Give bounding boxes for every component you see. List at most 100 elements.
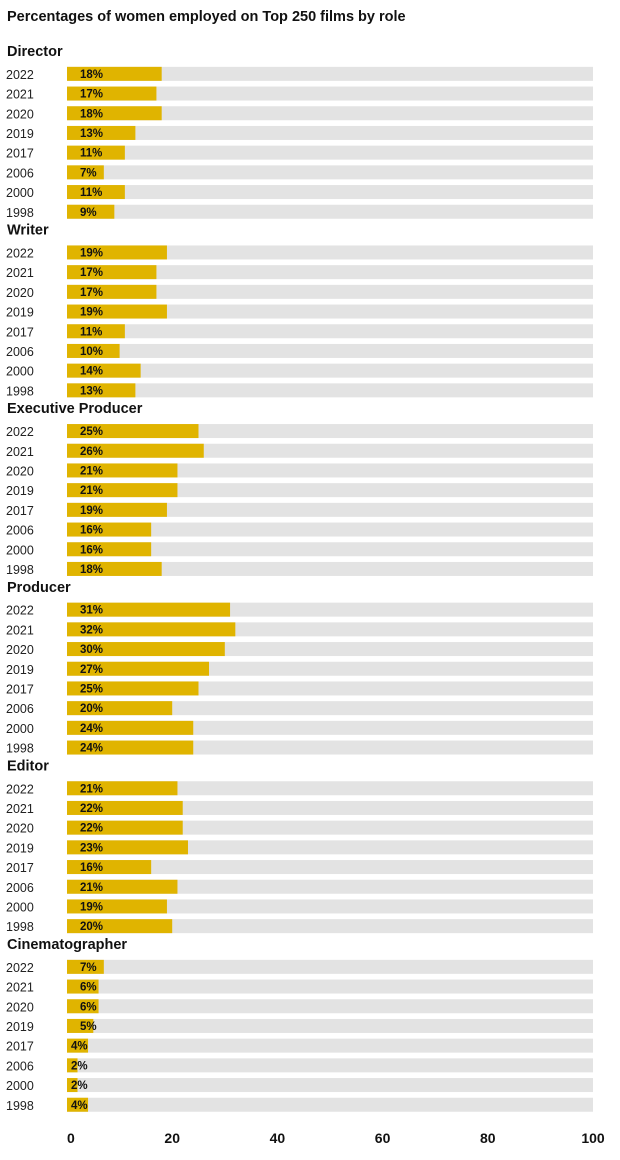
bar-executive-producer-2019	[67, 483, 178, 498]
group-label-director: Director	[7, 44, 63, 60]
value-label: 18%	[80, 69, 103, 81]
bar-track	[67, 86, 593, 101]
bar-track	[67, 324, 593, 339]
bar-track	[67, 1038, 593, 1053]
year-label: 1998	[6, 206, 34, 220]
bar-track	[67, 701, 593, 716]
value-label: 17%	[80, 267, 103, 279]
group-label-producer: Producer	[7, 580, 71, 596]
value-label: 14%	[80, 366, 103, 378]
year-label: 2017	[6, 682, 34, 696]
bar-executive-producer-2017	[67, 502, 167, 517]
group-label-writer: Writer	[7, 223, 49, 239]
bar-executive-producer-2006	[67, 522, 152, 537]
bar-track	[67, 1078, 593, 1093]
value-label: 25%	[80, 426, 103, 438]
bar-track	[67, 343, 593, 358]
bar-track	[67, 204, 593, 219]
value-label: 19%	[80, 505, 103, 517]
year-label: 2019	[6, 1020, 34, 1034]
value-label: 18%	[80, 564, 103, 576]
bar-track	[67, 781, 593, 796]
bar-writer-2021	[67, 265, 157, 280]
bar-editor-2021	[67, 800, 183, 815]
bar-track	[67, 561, 593, 576]
year-label: 2021	[6, 445, 34, 459]
group-label-cinematographer: Cinematographer	[7, 937, 127, 953]
bar-editor-2017	[67, 860, 152, 875]
bar-cinematographer-2019	[67, 1018, 94, 1033]
value-label: 9%	[80, 207, 97, 219]
bar-track	[67, 860, 593, 875]
bar-director-2022	[67, 66, 162, 81]
bar-producer-2017	[67, 681, 199, 696]
bar-track	[67, 740, 593, 755]
year-label: 2017	[6, 861, 34, 875]
x-tick-label: 80	[480, 1130, 496, 1146]
bar-track	[67, 959, 593, 974]
value-label: 21%	[80, 465, 103, 477]
bar-producer-2000	[67, 720, 194, 735]
value-label: 20%	[80, 921, 103, 933]
year-label: 2020	[6, 822, 34, 836]
year-label: 2000	[6, 722, 34, 736]
year-label: 2017	[6, 1040, 34, 1054]
bar-track	[67, 820, 593, 835]
year-label: 2020	[6, 286, 34, 300]
bar-track	[67, 919, 593, 934]
bar-cinematographer-2000	[67, 1078, 78, 1093]
value-label: 6%	[80, 982, 97, 994]
year-label: 2000	[6, 543, 34, 557]
bar-track	[67, 879, 593, 894]
bar-writer-2020	[67, 284, 157, 299]
value-label: 21%	[80, 485, 103, 497]
year-label: 1998	[6, 920, 34, 934]
bar-writer-2019	[67, 304, 167, 319]
bar-track	[67, 720, 593, 735]
bar-executive-producer-1998	[67, 561, 162, 576]
value-label: 24%	[80, 743, 103, 755]
value-label: 21%	[80, 882, 103, 894]
value-label: 22%	[80, 823, 103, 835]
year-label: 2019	[6, 841, 34, 855]
year-label: 2021	[6, 802, 34, 816]
bar-writer-2006	[67, 343, 120, 358]
bar-track	[67, 245, 593, 260]
year-label: 2017	[6, 147, 34, 161]
value-label: 19%	[80, 901, 103, 913]
bar-editor-2019	[67, 840, 188, 855]
bar-producer-2020	[67, 642, 225, 657]
bar-track	[67, 363, 593, 378]
year-label: 2006	[6, 345, 34, 359]
year-label: 2000	[6, 365, 34, 379]
year-label: 2019	[6, 306, 34, 320]
bar-editor-2000	[67, 899, 167, 914]
year-label: 2022	[6, 961, 34, 975]
bar-producer-2019	[67, 661, 210, 676]
year-label: 2022	[6, 68, 34, 82]
value-label: 17%	[80, 287, 103, 299]
bar-producer-2022	[67, 602, 231, 617]
year-label: 2022	[6, 604, 34, 618]
value-label: 11%	[80, 326, 102, 338]
year-label: 2021	[6, 88, 34, 102]
value-label: 6%	[80, 1001, 97, 1013]
year-label: 2019	[6, 127, 34, 141]
bar-editor-2006	[67, 879, 178, 894]
year-label: 2006	[6, 1059, 34, 1073]
bar-track	[67, 999, 593, 1014]
bar-track	[67, 502, 593, 517]
value-label: 16%	[80, 525, 103, 537]
value-label: 13%	[80, 385, 103, 397]
bar-executive-producer-2000	[67, 542, 152, 557]
bar-director-2020	[67, 106, 162, 121]
year-label: 2006	[6, 166, 34, 180]
value-label: 2%	[71, 1080, 88, 1092]
bar-editor-1998	[67, 919, 173, 934]
bar-track	[67, 106, 593, 121]
value-label: 31%	[80, 605, 103, 617]
year-label: 2019	[6, 484, 34, 498]
value-label: 5%	[80, 1021, 97, 1033]
bar-executive-producer-2020	[67, 463, 178, 478]
